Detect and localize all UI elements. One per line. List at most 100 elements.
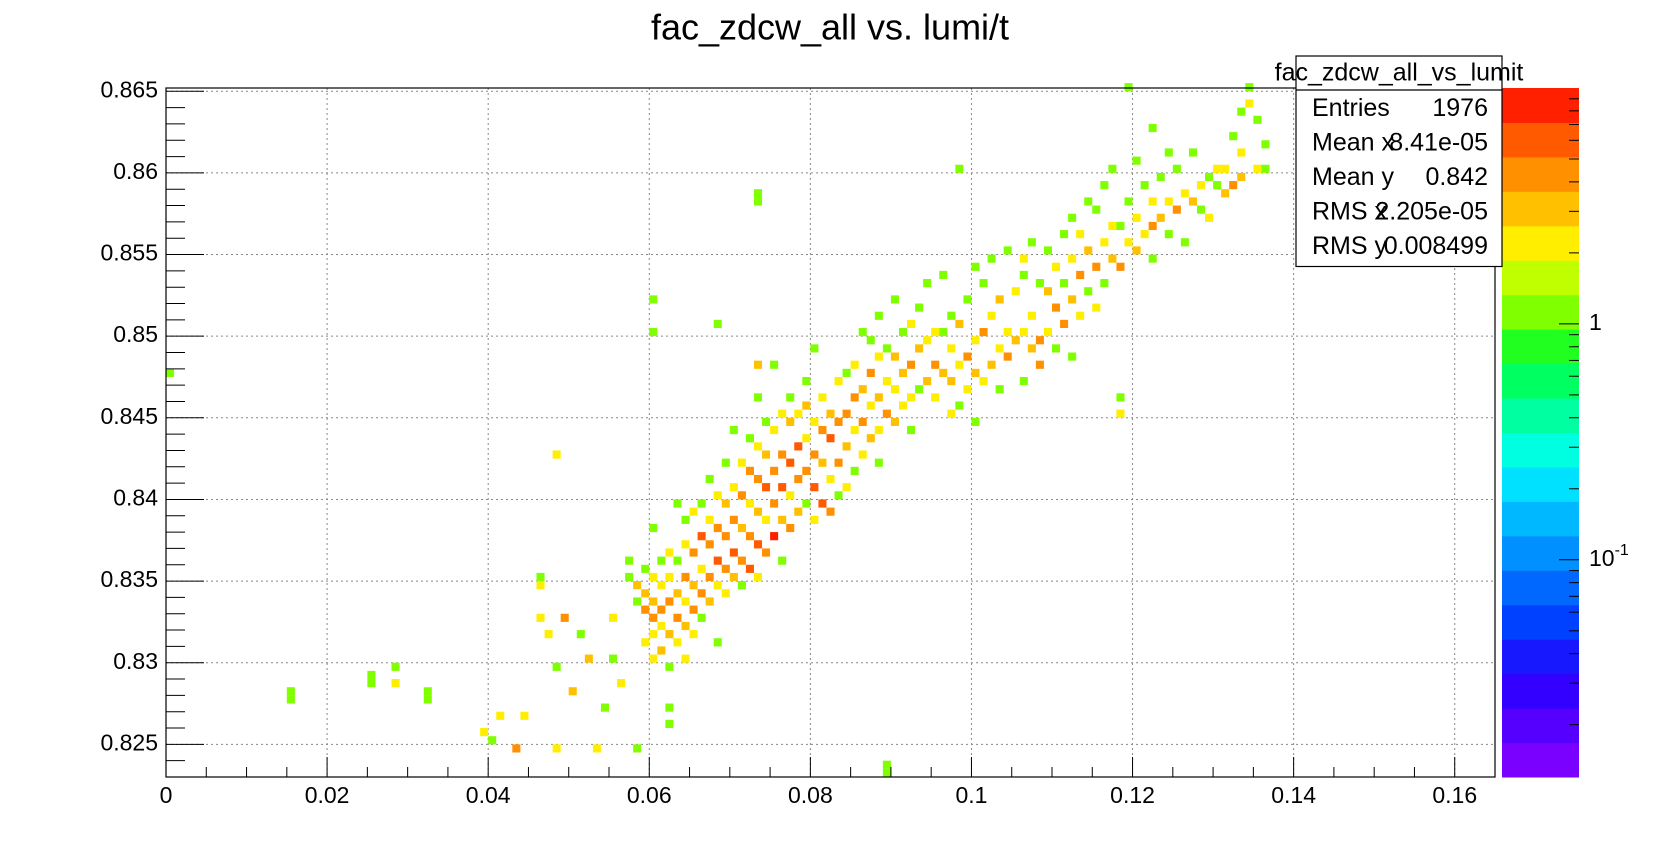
heatmap-cell	[842, 368, 851, 377]
heatmap-cell	[488, 736, 497, 745]
heatmap-cell	[818, 499, 827, 508]
heatmap-cell	[721, 499, 730, 508]
heatmap-cell	[1052, 262, 1061, 271]
heatmap-cell	[963, 352, 972, 361]
heatmap-cell	[1188, 197, 1197, 206]
heatmap-cell	[1261, 140, 1270, 149]
palette-band	[1502, 225, 1579, 261]
heatmap-cell	[1019, 254, 1028, 263]
heatmap-cell	[955, 360, 964, 369]
heatmap-cell	[584, 654, 593, 663]
heatmap-cell	[915, 344, 924, 353]
heatmap-cell	[673, 556, 682, 565]
heatmap-cell	[568, 687, 577, 696]
heatmap-cell	[753, 507, 763, 516]
heatmap-cell	[641, 564, 650, 573]
heatmap-cell	[842, 409, 851, 418]
stats-value: 1976	[1432, 94, 1488, 122]
heatmap-cell	[939, 368, 948, 377]
heatmap-cell	[850, 360, 859, 369]
stats-label: RMS y	[1312, 232, 1388, 260]
heatmap-cell	[496, 711, 505, 720]
heatmap-cell	[890, 295, 899, 304]
palette-band	[1502, 156, 1579, 192]
stats-value: 0.008499	[1384, 232, 1488, 260]
heatmap-cell	[633, 744, 642, 753]
x-tick-label: 0.08	[788, 782, 833, 808]
heatmap-cell	[1164, 148, 1173, 157]
heatmap-cell	[649, 523, 658, 533]
heatmap-cell	[810, 344, 819, 353]
heatmap-cell	[1068, 254, 1077, 263]
heatmap-cell	[1100, 181, 1109, 190]
heatmap-cell	[673, 589, 682, 598]
heatmap-cell	[1196, 205, 1206, 214]
heatmap-cell	[979, 328, 988, 337]
heatmap-cell	[753, 474, 763, 484]
stats-value: 0.842	[1425, 163, 1488, 191]
heatmap-cell	[753, 189, 763, 198]
heatmap-cell	[665, 719, 674, 729]
heatmap-cell	[391, 662, 400, 671]
heatmap-cell	[729, 483, 738, 492]
heatmap-cell	[649, 328, 658, 337]
heatmap-cell	[1027, 311, 1036, 320]
heatmap-cell	[987, 311, 996, 320]
palette-band	[1502, 535, 1579, 571]
stats-label: Entries	[1312, 94, 1390, 122]
heatmap-cell	[882, 760, 891, 769]
heatmap-cell	[1108, 254, 1117, 263]
heatmap-cell	[1253, 164, 1262, 173]
heatmap-cell	[713, 638, 722, 647]
palette-band	[1502, 260, 1579, 296]
heatmap-cell	[778, 515, 787, 524]
heatmap-cell	[665, 548, 674, 557]
heatmap-cell	[890, 385, 899, 394]
heatmap-cell	[721, 589, 730, 598]
heatmap-cell	[890, 352, 899, 361]
heatmap-cell	[665, 703, 674, 712]
heatmap-cell	[834, 417, 843, 426]
stats-label: RMS x	[1312, 197, 1388, 225]
heatmap-cell	[745, 434, 754, 443]
heatmap-cell	[657, 556, 666, 565]
heatmap-cell	[1068, 295, 1077, 304]
heatmap-cell	[802, 434, 811, 443]
stats-title: fac_zdcw_all_vs_lumit	[1275, 59, 1524, 87]
heatmap-cell	[818, 393, 827, 402]
heatmap-cell	[705, 474, 714, 484]
heatmap-cell	[858, 417, 867, 426]
heatmap-cell	[947, 409, 956, 418]
heatmap-cell	[1011, 336, 1020, 345]
heatmap-cell	[850, 466, 859, 475]
heatmap-cell	[1068, 352, 1077, 361]
stats-value: 8.41e-05	[1389, 128, 1488, 156]
heatmap-cell	[939, 270, 948, 280]
palette-band	[1502, 398, 1579, 433]
heatmap-cell	[1092, 303, 1101, 312]
heatmap-cell	[1084, 246, 1093, 255]
palette-band	[1502, 329, 1579, 365]
heatmap-cell	[898, 368, 908, 377]
palette-band	[1502, 88, 1579, 123]
heatmap-cell	[673, 613, 682, 622]
heatmap-cell	[737, 491, 746, 500]
heatmap-cell	[1237, 172, 1246, 182]
heatmap-cell	[1140, 181, 1149, 190]
heatmap-cell	[649, 572, 658, 582]
heatmap-cell	[858, 450, 867, 459]
palette-band	[1502, 742, 1579, 778]
heatmap-cell	[641, 605, 650, 614]
heatmap-cell	[987, 360, 996, 369]
heatmap-cell	[1245, 83, 1254, 92]
heatmap-cell	[979, 376, 988, 386]
heatmap-cell	[1060, 279, 1069, 288]
heatmap-cell	[874, 425, 883, 435]
heatmap-cell	[689, 630, 698, 639]
heatmap-cell	[923, 376, 932, 386]
heatmap-cell	[705, 572, 714, 582]
heatmap-cell	[882, 768, 891, 777]
heatmap-cell	[907, 393, 916, 402]
heatmap-cell	[512, 744, 521, 753]
stats-value: 2.205e-05	[1375, 197, 1488, 225]
